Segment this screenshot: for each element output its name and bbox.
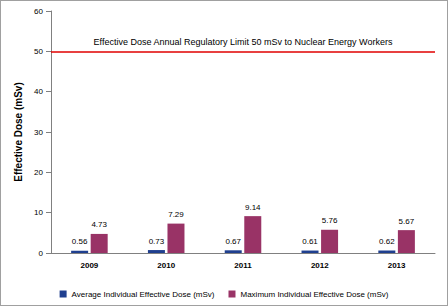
svg-text:40: 40 [34, 87, 43, 96]
svg-text:4.73: 4.73 [91, 220, 107, 229]
svg-text:5.76: 5.76 [322, 216, 338, 225]
svg-text:2009: 2009 [81, 261, 99, 270]
svg-text:30: 30 [34, 128, 43, 137]
svg-text:20: 20 [34, 168, 43, 177]
svg-text:7.29: 7.29 [168, 210, 184, 219]
svg-text:Effective Dose Annual Regulato: Effective Dose Annual Regulatory Limit 5… [94, 37, 393, 47]
svg-text:50: 50 [34, 47, 43, 56]
svg-text:0.56: 0.56 [72, 237, 88, 246]
svg-text:2011: 2011 [234, 261, 252, 270]
svg-text:Maximum Individual Effective D: Maximum Individual Effective Dose (mSv) [240, 290, 388, 299]
svg-text:0.73: 0.73 [149, 237, 165, 246]
svg-text:0: 0 [39, 249, 44, 258]
svg-text:0.61: 0.61 [302, 237, 318, 246]
svg-text:Average Individual Effective D: Average Individual Effective Dose (mSv) [72, 290, 215, 299]
svg-text:2010: 2010 [157, 261, 175, 270]
svg-text:60: 60 [34, 7, 43, 16]
svg-text:Effective Dose (mSv): Effective Dose (mSv) [13, 82, 24, 181]
svg-text:0.62: 0.62 [379, 237, 395, 246]
svg-text:10: 10 [34, 208, 43, 217]
svg-text:9.14: 9.14 [245, 203, 261, 212]
svg-text:5.67: 5.67 [399, 217, 415, 226]
svg-text:0.67: 0.67 [225, 237, 241, 246]
svg-text:2012: 2012 [311, 261, 329, 270]
svg-text:2013: 2013 [388, 261, 406, 270]
